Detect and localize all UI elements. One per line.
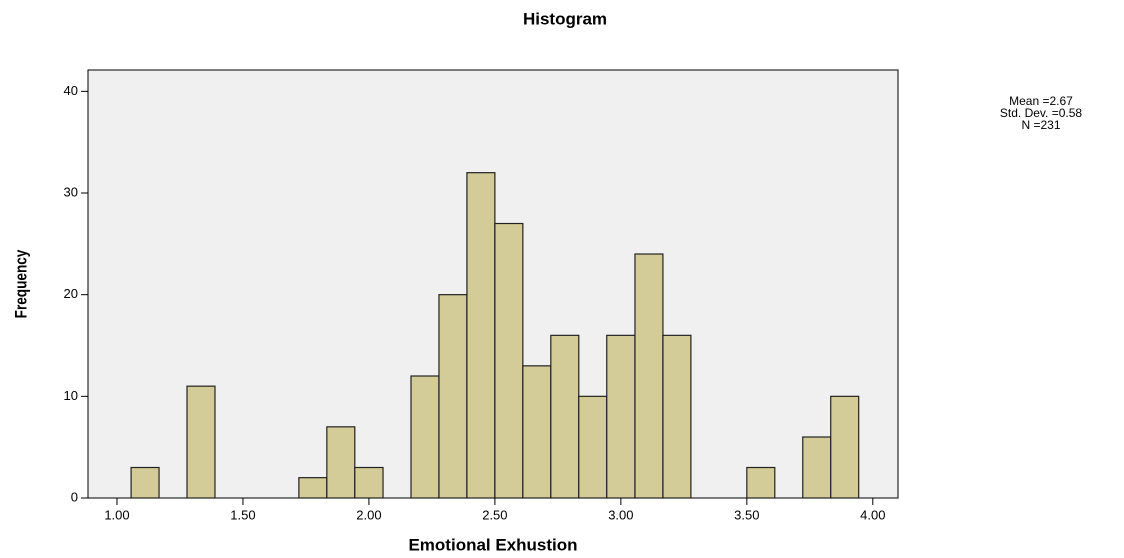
- bar: [298, 477, 328, 499]
- bar: [830, 395, 860, 499]
- bar: [550, 334, 580, 499]
- bar: [438, 294, 468, 499]
- bar: [662, 334, 692, 499]
- bar: [186, 385, 216, 499]
- y-tick-label: 40: [64, 83, 78, 98]
- x-tick-label: 4.00: [860, 507, 885, 522]
- x-tick-label: 1.50: [230, 507, 255, 522]
- x-tick-label: 2.50: [482, 507, 507, 522]
- x-axis-label: Emotional Exhustion: [408, 535, 577, 554]
- y-axis-label: Frequency: [12, 249, 31, 318]
- bar: [354, 466, 384, 499]
- x-tick-label: 3.50: [734, 507, 759, 522]
- bar: [466, 172, 496, 499]
- bar: [578, 395, 608, 499]
- bar: [802, 436, 832, 499]
- bar: [130, 466, 160, 499]
- bar: [326, 426, 356, 499]
- bar: [410, 375, 440, 499]
- bar: [634, 253, 664, 499]
- x-tick-label: 2.00: [356, 507, 381, 522]
- y-tick-label: 20: [64, 286, 78, 301]
- y-tick-label: 0: [71, 489, 78, 504]
- chart-title: Histogram: [523, 9, 607, 28]
- stat-annotation: N =231: [1021, 118, 1060, 132]
- bar: [494, 222, 524, 499]
- bar: [746, 466, 776, 499]
- x-tick-label: 3.00: [608, 507, 633, 522]
- y-tick-label: 30: [64, 184, 78, 199]
- bar: [522, 365, 552, 499]
- stat-annotation: Mean =2.67: [1009, 94, 1073, 108]
- x-tick-label: 1.00: [104, 507, 129, 522]
- y-tick-label: 10: [64, 388, 78, 403]
- stat-annotation: Std. Dev. =0.58: [1000, 106, 1082, 120]
- bar: [606, 334, 636, 499]
